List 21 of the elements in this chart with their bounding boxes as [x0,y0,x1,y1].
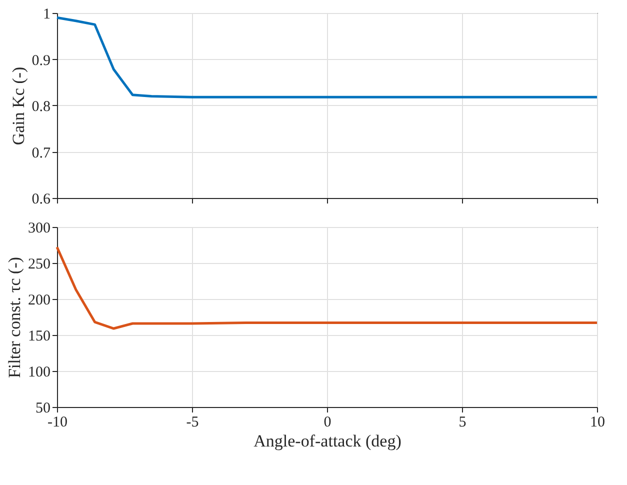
y-tick-label: 250 [28,256,50,272]
line-series [56,246,598,330]
y-tick-label: 150 [28,328,50,344]
y-axis-title: Gain Kc (-) [8,66,28,146]
line-series [56,16,598,98]
y-tick-label: 1 [43,6,50,22]
y-tick-label: 0.8 [32,99,50,115]
y-tick-label: 0.6 [32,192,51,208]
x-tick-label: -5 [186,414,199,430]
y-tick-label: 50 [36,400,50,416]
y-tick-label: 100 [28,364,50,380]
y-tick-label: 200 [28,292,50,308]
x-axis-title: Angle-of-attack (deg) [254,432,402,450]
y-axis-title: Filter const. τc (-) [5,256,24,378]
y-tick-label: 0.7 [32,145,51,162]
y-tick-label: 0.9 [32,52,50,69]
x-tick-label: -10 [48,414,68,430]
x-tick-label: 5 [458,414,466,430]
y-tick-label: 300 [28,220,50,236]
x-tick-label: 10 [590,414,605,430]
x-tick-label: 0 [324,414,332,430]
